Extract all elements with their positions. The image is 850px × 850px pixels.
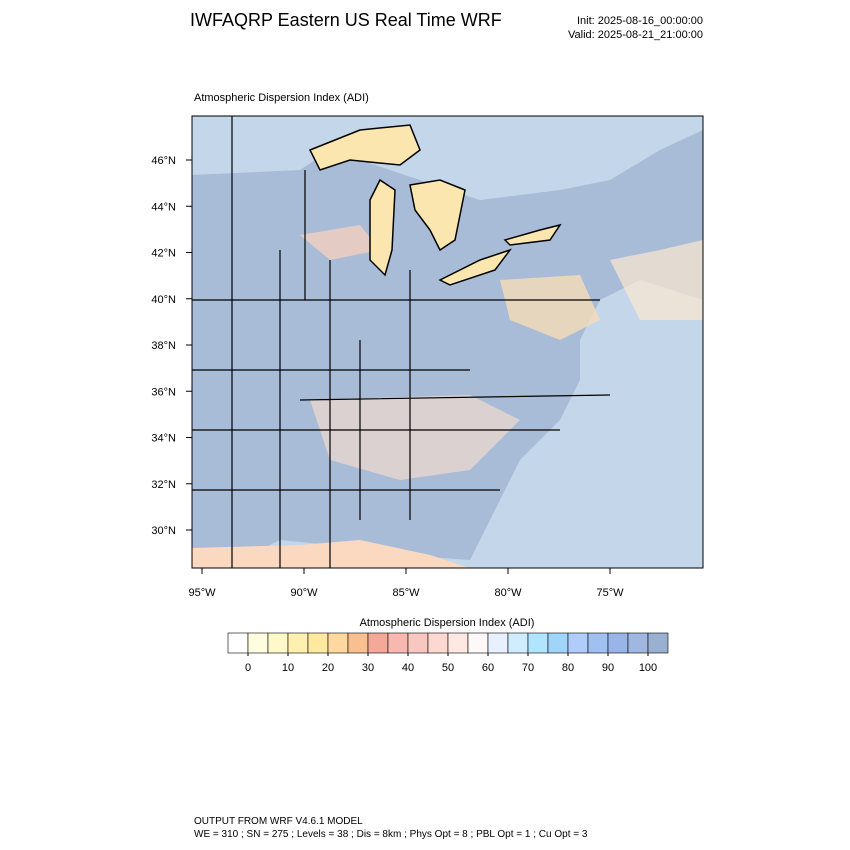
colorbar-tick-label: 50 bbox=[442, 662, 454, 674]
colorbar-box bbox=[627, 632, 649, 654]
colorbar-box bbox=[647, 632, 669, 654]
colorbar-box bbox=[467, 632, 489, 654]
footer-line: WE = 310 ; SN = 275 ; Levels = 38 ; Dis … bbox=[194, 829, 588, 840]
colorbar-box bbox=[287, 632, 309, 654]
lon-label: 95°W bbox=[188, 587, 216, 599]
colorbar-box bbox=[447, 632, 469, 654]
colorbar-tick-label: 20 bbox=[322, 662, 334, 674]
colorbar-tick-label: 60 bbox=[482, 662, 494, 674]
colorbar-tick-label: 70 bbox=[522, 662, 534, 674]
colorbar-tick-label: 90 bbox=[602, 662, 614, 674]
colorbar-box bbox=[427, 632, 449, 654]
init-time: Init: 2025-08-16_00:00:00 bbox=[577, 15, 703, 27]
colorbar-box bbox=[607, 632, 629, 654]
colorbar: 0 10 20 30 40 50 60 70 80 90 100 bbox=[227, 632, 669, 674]
colorbar-box bbox=[347, 632, 369, 654]
colorbar-title: Atmospheric Dispersion Index (ADI) bbox=[360, 617, 535, 629]
map-title: Atmospheric Dispersion Index (ADI) bbox=[194, 92, 369, 104]
colorbar-box bbox=[547, 632, 569, 654]
colorbar-box bbox=[267, 632, 289, 654]
lon-label: 85°W bbox=[392, 587, 420, 599]
footer-line: OUTPUT FROM WRF V4.6.1 MODEL bbox=[194, 816, 363, 827]
lat-label: 30°N bbox=[151, 525, 176, 537]
colorbar-box bbox=[247, 632, 269, 654]
lat-label: 40°N bbox=[151, 294, 176, 306]
colorbar-box bbox=[507, 632, 529, 654]
colorbar-tick-label: 30 bbox=[362, 662, 374, 674]
valid-time: Valid: 2025-08-21_21:00:00 bbox=[568, 29, 703, 41]
lat-label: 34°N bbox=[151, 433, 176, 445]
colorbar-box bbox=[327, 632, 349, 654]
colorbar-tick-label: 0 bbox=[245, 662, 251, 674]
lat-label: 32°N bbox=[151, 479, 176, 491]
lat-label: 38°N bbox=[151, 340, 176, 352]
lat-label: 44°N bbox=[151, 201, 176, 213]
title: IWFAQRP Eastern US Real Time WRF bbox=[190, 10, 502, 30]
lon-label: 80°W bbox=[494, 587, 522, 599]
colorbar-box bbox=[527, 632, 549, 654]
lat-label: 46°N bbox=[151, 155, 176, 167]
lon-label: 75°W bbox=[596, 587, 624, 599]
colorbar-box bbox=[227, 632, 249, 654]
lat-label: 36°N bbox=[151, 386, 176, 398]
colorbar-box bbox=[487, 632, 509, 654]
colorbar-box bbox=[307, 632, 329, 654]
colorbar-box bbox=[587, 632, 609, 654]
colorbar-tick-label: 100 bbox=[639, 662, 657, 674]
colorbar-tick-label: 40 bbox=[402, 662, 414, 674]
colorbar-tick-label: 80 bbox=[562, 662, 574, 674]
colorbar-tick-label: 10 bbox=[282, 662, 294, 674]
colorbar-box bbox=[567, 632, 589, 654]
lon-label: 90°W bbox=[290, 587, 318, 599]
colorbar-box bbox=[367, 632, 389, 654]
lat-label: 42°N bbox=[151, 248, 176, 260]
map: 46°N 44°N 42°N 40°N 38°N 36°N 34°N 32°N 30°N 95°W… bbox=[151, 115, 704, 599]
colorbar-box bbox=[387, 632, 409, 654]
colorbar-box bbox=[407, 632, 429, 654]
